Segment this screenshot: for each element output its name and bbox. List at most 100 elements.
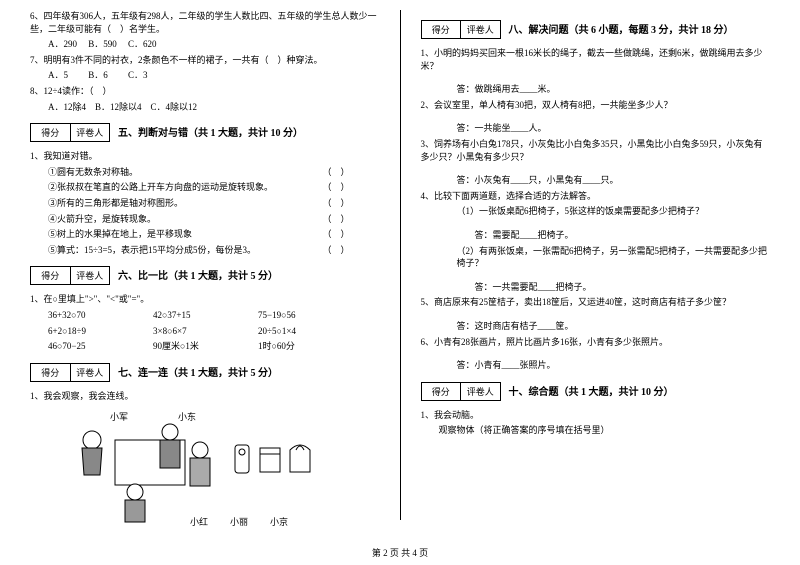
score-label: 得分 — [422, 383, 462, 400]
sec6-lead: 1、在○里填上">"、"<"或"="。 — [30, 293, 380, 306]
q8-opt-c: C．4除以12 — [151, 102, 198, 112]
sec8-title: 八、解决问题（共 6 小题，每题 3 分，共计 18 分） — [509, 21, 734, 36]
grader-label: 评卷人 — [71, 124, 110, 141]
q6r-text: 6、小青有28张画片，照片比画片多16张，小青有多少张照片。 — [421, 336, 771, 349]
score-box: 得分 评卷人 — [30, 266, 110, 285]
score-label: 得分 — [422, 21, 462, 38]
connect-illustration-svg: 小军 小东 — [60, 410, 320, 530]
bracket: （ ） — [322, 197, 349, 210]
grader-label: 评卷人 — [461, 383, 500, 400]
sec7-header: 得分 评卷人 七、连一连（共 1 大题，共计 5 分） — [30, 357, 380, 386]
sec8-header: 得分 评卷人 八、解决问题（共 6 小题，每题 3 分，共计 18 分） — [421, 14, 771, 43]
sec5-i3-text: ③所有的三角形都是轴对称图形。 — [48, 197, 183, 210]
label-b-left: 小红 — [190, 516, 208, 527]
sec5-item6: ⑤算式：15÷3=5，表示把15平均分成5份，每份是3。 （ ） — [30, 244, 380, 257]
grader-label: 评卷人 — [71, 267, 110, 284]
sec7-lead: 1、我会观察，我会连线。 — [30, 390, 380, 403]
q7-opts: A．5 B．6 C．3 — [30, 69, 380, 82]
q2-text: 2、会议室里，单人椅有30把，双人椅有8把，一共能坐多少人？ — [421, 99, 771, 112]
q1-ans: 答：做跳绳用去____米。 — [421, 83, 771, 96]
score-box: 得分 评卷人 — [421, 382, 501, 401]
q6-text: 6、四年级有306人，五年级有298人，二年级的学生人数比四、五年级的学生总人数… — [30, 10, 380, 35]
grader-label: 评卷人 — [461, 21, 500, 38]
sec5-i6-text: ⑤算式：15÷3=5，表示把15平均分成5份，每份是3。 — [48, 244, 256, 257]
sec6-row1: 36+32○70 42○37+15 75−19○56 — [30, 309, 380, 322]
sec5-title: 五、判断对与错（共 1 大题，共计 10 分） — [118, 124, 303, 139]
sec6-header: 得分 评卷人 六、比一比（共 1 大题，共计 5 分） — [30, 260, 380, 289]
sec5-i5-text: ⑤树上的水果掉在地上，是平移现象 — [48, 228, 192, 241]
q7-opt-c: C．3 — [128, 70, 148, 80]
q8-opt-a: A．12除4 — [48, 102, 86, 112]
c2: 90厘米○1米 — [153, 340, 228, 353]
c2: 3×8○6×7 — [153, 325, 228, 338]
label-b-right: 小京 — [270, 516, 288, 527]
column-divider — [400, 10, 401, 520]
bracket: （ ） — [322, 166, 349, 179]
q5-text: 5、商店原来有25筐桔子，卖出18筐后，又运进40筐，这时商店有桔子多少筐？ — [421, 296, 771, 309]
c3: 1时○60分 — [258, 340, 333, 353]
q7-opt-a: A．5 — [48, 70, 68, 80]
sec10-lead: 1、我会动脑。 — [421, 409, 771, 422]
q6-opt-c: C．620 — [128, 39, 157, 49]
c1: 6+2○18÷9 — [48, 325, 123, 338]
sec7-title: 七、连一连（共 1 大题，共计 5 分） — [118, 364, 278, 379]
q4-ans2: 答：一共需要配____把椅子。 — [421, 281, 771, 294]
q1-text: 1、小明的妈妈买回来一根16米长的绳子，截去一些做跳绳，还剩6米，做跳绳用去多少… — [421, 47, 771, 72]
sec5-i1-text: ①圆有无数条对称轴。 — [48, 166, 138, 179]
score-box: 得分 评卷人 — [421, 20, 501, 39]
bracket: （ ） — [322, 244, 349, 257]
q6-opt-b: B．590 — [88, 39, 117, 49]
sec5-item2: ②张叔叔在笔直的公路上开车方向盘的运动是旋转现象。 （ ） — [30, 181, 380, 194]
q4-ans1: 答：需要配____把椅子。 — [421, 229, 771, 242]
q8-opt-b: B．12除以4 — [95, 102, 142, 112]
sec5-i2-text: ②张叔叔在笔直的公路上开车方向盘的运动是旋转现象。 — [48, 181, 273, 194]
c2: 42○37+15 — [153, 309, 228, 322]
bracket: （ ） — [322, 213, 349, 226]
grader-label: 评卷人 — [71, 364, 110, 381]
c3: 20÷5○1×4 — [258, 325, 333, 338]
q4-text: 4、比较下面两道题，选择合适的方法解答。 — [421, 190, 771, 203]
score-label: 得分 — [31, 267, 71, 284]
sec6-row2: 6+2○18÷9 3×8○6×7 20÷5○1×4 — [30, 325, 380, 338]
sec7-illustration: 小军 小东 — [60, 410, 320, 530]
sec5-header: 得分 评卷人 五、判断对与错（共 1 大题，共计 10 分） — [30, 117, 380, 146]
q8-text: 8、12÷4读作：（ ） — [30, 85, 380, 98]
sec5-item5: ⑤树上的水果掉在地上，是平移现象 （ ） — [30, 228, 380, 241]
sec5-item3: ③所有的三角形都是轴对称图形。 （ ） — [30, 197, 380, 210]
q3-text: 3、饲养场有小白兔178只，小灰兔比小白兔多35只，小黑兔比小白兔多59只，小灰… — [421, 138, 771, 163]
label-top-left: 小军 — [110, 412, 128, 422]
q6-opt-a: A．290 — [48, 39, 77, 49]
right-column: 得分 评卷人 八、解决问题（共 6 小题，每题 3 分，共计 18 分） 1、小… — [421, 10, 771, 530]
q5-ans: 答：这时商店有桔子____筐。 — [421, 320, 771, 333]
c1: 36+32○70 — [48, 309, 123, 322]
q7-text: 7、明明有3件不同的衬衣，2条颜色不一样的裙子，一共有（ ）种穿法。 — [30, 54, 380, 67]
q7-opt-b: B．6 — [88, 70, 108, 80]
score-label: 得分 — [31, 364, 71, 381]
score-box: 得分 评卷人 — [30, 363, 110, 382]
left-column: 6、四年级有306人，五年级有298人，二年级的学生人数比四、五年级的学生总人数… — [30, 10, 380, 530]
bracket: （ ） — [322, 228, 349, 241]
score-label: 得分 — [31, 124, 71, 141]
page-footer: 第 2 页 共 4 页 — [0, 546, 800, 559]
q8-opts: A．12除4 B．12除以4 C．4除以12 — [30, 101, 380, 114]
sec10-sub: 观察物体（将正确答案的序号填在括号里） — [421, 424, 771, 437]
sec6-row3: 46○70−25 90厘米○1米 1时○60分 — [30, 340, 380, 353]
sec5-i4-text: ④火箭升空，是旋转现象。 — [48, 213, 156, 226]
q2-ans: 答：一共能坐____人。 — [421, 122, 771, 135]
q3-ans: 答：小灰兔有____只，小黑兔有____只。 — [421, 174, 771, 187]
label-top-right: 小东 — [178, 411, 196, 422]
sec10-header: 得分 评卷人 十、综合题（共 1 大题，共计 10 分） — [421, 376, 771, 405]
sec10-title: 十、综合题（共 1 大题，共计 10 分） — [509, 383, 674, 398]
sec6-title: 六、比一比（共 1 大题，共计 5 分） — [118, 267, 278, 282]
bracket: （ ） — [322, 181, 349, 194]
q6-opts: A．290 B．590 C．620 — [30, 38, 380, 51]
q4-sub1: （1）一张饭桌配6把椅子，5张这样的饭桌需要配多少把椅子？ — [421, 205, 771, 218]
sec5-item4: ④火箭升空，是旋转现象。 （ ） — [30, 213, 380, 226]
sec5-item1: ①圆有无数条对称轴。 （ ） — [30, 166, 380, 179]
score-box: 得分 评卷人 — [30, 123, 110, 142]
label-b-mid: 小丽 — [230, 517, 248, 527]
q4-sub2: （2）有两张饭桌，一张需配6把椅子，另一张需配5把椅子，一共需要配多少把椅子？ — [421, 245, 771, 270]
q6r-ans: 答：小青有____张照片。 — [421, 359, 771, 372]
c1: 46○70−25 — [48, 340, 123, 353]
sec5-lead: 1、我知道对错。 — [30, 150, 380, 163]
